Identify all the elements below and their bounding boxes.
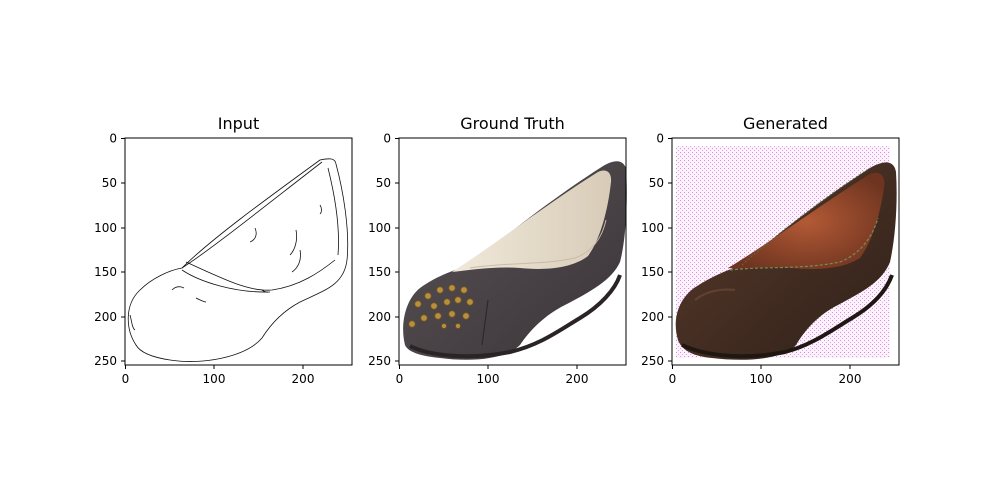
ground-truth-y-tick-label: 150 xyxy=(368,265,391,279)
generated-y-tick-label: 250 xyxy=(641,354,664,368)
generated-x-tick-label: 100 xyxy=(750,372,773,386)
ground-truth-y-tick-label: 100 xyxy=(368,221,391,235)
input-edge-drawing xyxy=(127,158,349,362)
input-x-tick-label: 100 xyxy=(203,372,226,386)
input-panel: 0 50 100 150 200 250 0 100 200 xyxy=(94,132,353,386)
generated-panel: 0 50 100 150 200 250 0 100 200 xyxy=(641,132,900,386)
ground-truth-x-tick-label: 0 xyxy=(396,372,404,386)
generated-y-tick-label: 0 xyxy=(656,132,664,146)
ground-truth-x-tick-label: 200 xyxy=(566,372,589,386)
ground-truth-y-tick-label: 200 xyxy=(368,310,391,324)
generated-shoe xyxy=(675,162,897,360)
input-x-ticks xyxy=(125,365,304,369)
ground-truth-y-tick-label: 50 xyxy=(376,176,391,190)
input-y-tick-label: 200 xyxy=(94,310,117,324)
input-x-tick-label: 0 xyxy=(122,372,130,386)
input-y-tick-label: 100 xyxy=(94,221,117,235)
ground-truth-axes-frame xyxy=(398,137,627,366)
ground-truth-y-tick-label: 250 xyxy=(368,354,391,368)
ground-truth-y-tick-label: 0 xyxy=(383,132,391,146)
generated-y-ticks xyxy=(668,138,672,362)
input-image-area xyxy=(125,138,352,365)
generated-y-tick-label: 150 xyxy=(641,265,664,279)
generated-axes-frame xyxy=(671,137,900,366)
input-axes-frame xyxy=(124,137,353,366)
input-y-ticks xyxy=(121,138,125,362)
ground-truth-shoe xyxy=(403,161,627,360)
panel-title-input: Input xyxy=(217,114,260,133)
generated-x-ticks xyxy=(672,365,851,369)
input-y-tick-label: 150 xyxy=(94,265,117,279)
input-y-tick-label: 0 xyxy=(109,132,117,146)
ground-truth-panel: 0 50 100 150 200 250 0 100 200 xyxy=(368,132,627,386)
generated-y-tick-label: 200 xyxy=(641,310,664,324)
generated-y-tick-label: 50 xyxy=(649,176,664,190)
ground-truth-y-ticks xyxy=(395,138,399,362)
input-x-tick-label: 200 xyxy=(292,372,315,386)
generated-x-tick-label: 0 xyxy=(669,372,677,386)
ground-truth-x-ticks xyxy=(399,365,578,369)
input-y-tick-label: 50 xyxy=(102,176,117,190)
panel-title-ground-truth: Ground Truth xyxy=(460,114,565,133)
generated-y-tick-label: 100 xyxy=(641,221,664,235)
panel-title-generated: Generated xyxy=(743,114,828,133)
generated-x-tick-label: 200 xyxy=(839,372,862,386)
ground-truth-x-tick-label: 100 xyxy=(477,372,500,386)
input-y-tick-label: 250 xyxy=(94,354,117,368)
